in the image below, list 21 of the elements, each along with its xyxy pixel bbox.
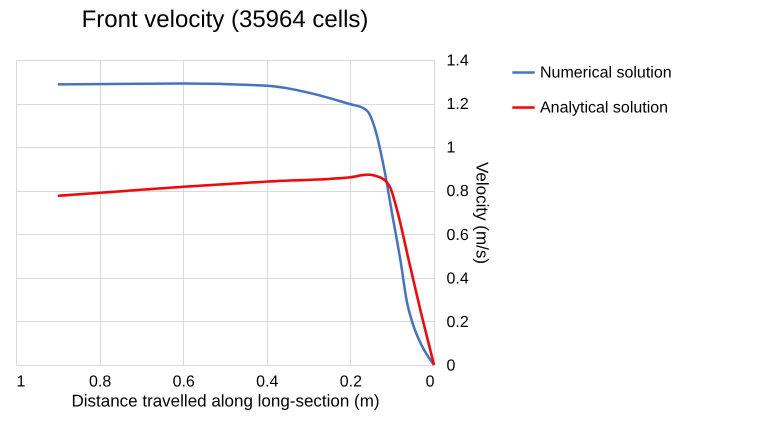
y-tick-label: 0 (446, 358, 456, 374)
x-tick-label: 0.6 (172, 374, 195, 390)
y-tick-label: 1.4 (446, 52, 469, 70)
x-tick-label: 0.8 (88, 374, 112, 390)
x-tick-label: 0 (426, 374, 435, 390)
line-series (56, 173, 436, 366)
chart-title: Front velocity (35964 cells) (82, 6, 368, 33)
y-tick-label: 1.2 (446, 96, 469, 114)
y-tick-label: 0.6 (446, 226, 469, 244)
y-tick-label: 1 (446, 140, 456, 157)
y-tick-label: 0.4 (446, 270, 469, 288)
legend-label: Numerical solution (540, 64, 672, 82)
y-axis-title: Velocity (m/s) (472, 162, 492, 264)
x-tick-label: 0.2 (340, 374, 362, 390)
y-tick-label: 0.8 (446, 183, 469, 200)
x-tick-label: 1 (16, 374, 26, 390)
x-tick-label: 0.4 (256, 374, 279, 390)
line-series (56, 82, 436, 366)
legend-label: Analytical solution (540, 100, 668, 116)
x-axis-title: Distance travelled along long-section (m) (71, 392, 380, 410)
y-tick-label: 0.2 (446, 314, 469, 331)
